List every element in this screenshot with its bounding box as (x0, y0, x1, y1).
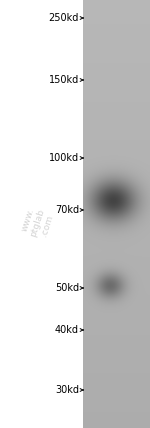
Text: 150kd: 150kd (49, 75, 79, 85)
Text: 70kd: 70kd (55, 205, 79, 215)
Text: 50kd: 50kd (55, 283, 79, 293)
Text: 250kd: 250kd (49, 13, 79, 23)
Text: 30kd: 30kd (55, 385, 79, 395)
Text: www.
ptglab
.com: www. ptglab .com (19, 204, 56, 241)
Text: 40kd: 40kd (55, 325, 79, 335)
Text: 100kd: 100kd (49, 153, 79, 163)
